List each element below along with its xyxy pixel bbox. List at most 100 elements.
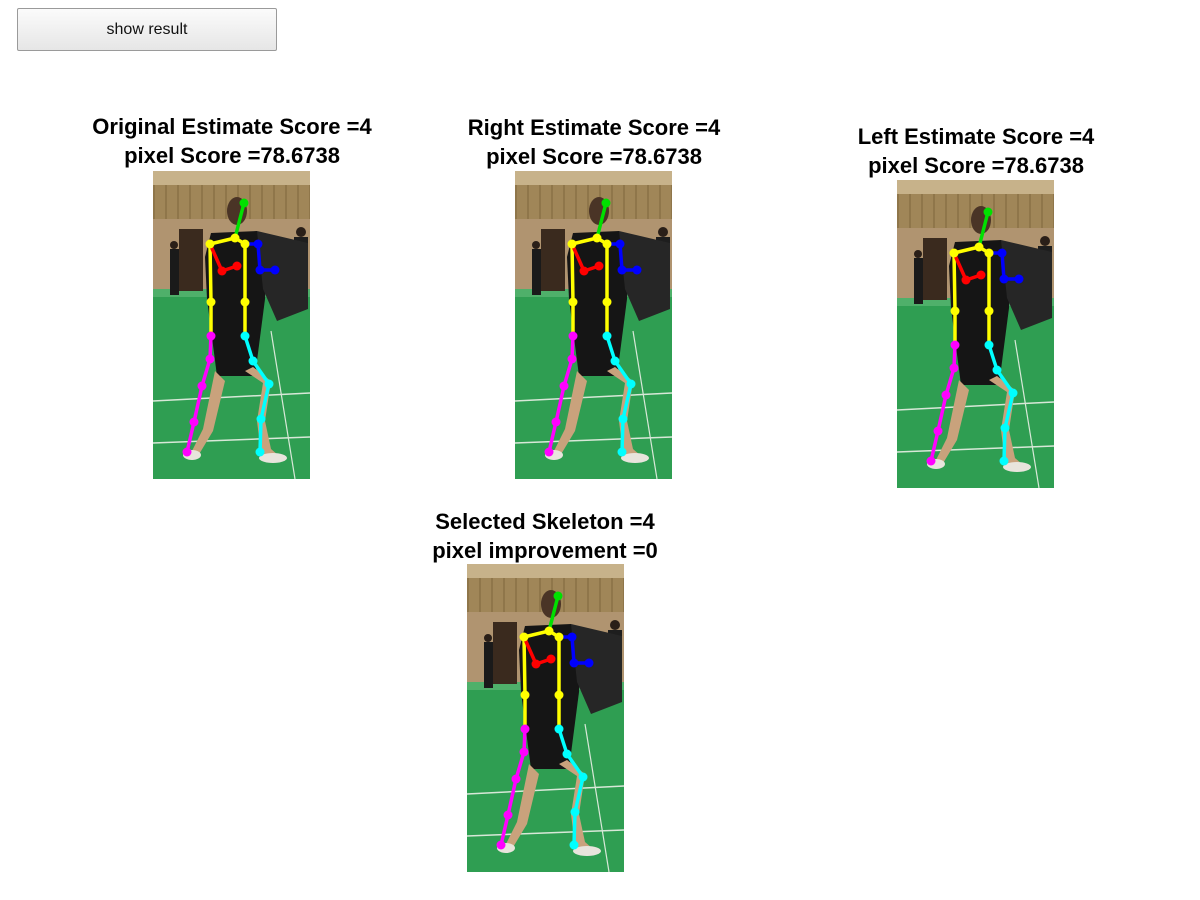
left-estimate-image bbox=[897, 180, 1054, 488]
skeleton-joint bbox=[248, 356, 258, 366]
skeleton-bone bbox=[562, 357, 574, 388]
skeleton-bone bbox=[251, 359, 271, 386]
skeleton-bone bbox=[613, 359, 633, 386]
skeleton-joint bbox=[999, 274, 1009, 284]
skeleton-bone bbox=[547, 420, 558, 454]
skeleton-bone bbox=[995, 368, 1015, 395]
skeleton-joint bbox=[562, 749, 572, 759]
skeleton-bone bbox=[570, 242, 575, 304]
skeleton-joint bbox=[632, 265, 642, 275]
skeleton-bone bbox=[514, 750, 526, 781]
skeleton-bone bbox=[952, 251, 957, 313]
skeleton-joint bbox=[239, 198, 249, 208]
skeleton-joint bbox=[950, 340, 960, 350]
skeleton-joint bbox=[503, 810, 513, 820]
skeleton-joint bbox=[1008, 388, 1018, 398]
skeleton-joint bbox=[568, 297, 578, 307]
skeleton-joint bbox=[984, 340, 994, 350]
skeleton-joint bbox=[546, 654, 556, 664]
skeleton-joint bbox=[217, 266, 227, 276]
skeleton-joint bbox=[1014, 274, 1024, 284]
skeleton-joint bbox=[554, 690, 564, 700]
skeleton-joint bbox=[569, 840, 579, 850]
skeleton-joint bbox=[206, 297, 216, 307]
skeleton-joint bbox=[240, 297, 250, 307]
right-pixel-score: pixel Score =78.6738 bbox=[486, 144, 702, 169]
skeleton-joint bbox=[570, 807, 580, 817]
skeleton-joint bbox=[264, 379, 274, 389]
skeleton-bone bbox=[522, 635, 527, 697]
skeleton-joint bbox=[240, 239, 250, 249]
skeleton-bone bbox=[258, 417, 263, 454]
selected-skeleton-image bbox=[467, 564, 624, 872]
selected-skeleton-score: Selected Skeleton =4 bbox=[435, 509, 655, 534]
original-estimate-title: Original Estimate Score =4 pixel Score =… bbox=[22, 112, 442, 170]
skeleton-joint bbox=[961, 275, 971, 285]
skeleton-joint bbox=[520, 690, 530, 700]
skeleton-joint bbox=[255, 265, 265, 275]
skeleton-joint bbox=[253, 239, 263, 249]
skeleton-joint bbox=[568, 331, 578, 341]
skeleton-overlay bbox=[153, 171, 310, 479]
skeleton-joint bbox=[602, 239, 612, 249]
skeleton-joint bbox=[949, 248, 959, 258]
skeleton-joint bbox=[949, 363, 959, 373]
skeleton-joint bbox=[205, 354, 215, 364]
skeleton-bone bbox=[208, 242, 224, 273]
skeleton-bone bbox=[506, 777, 518, 817]
skeleton-overlay bbox=[515, 171, 672, 479]
skeleton-joint bbox=[544, 447, 554, 457]
skeleton-joint bbox=[984, 248, 994, 258]
skeleton-joint bbox=[602, 331, 612, 341]
skeleton-joint bbox=[594, 261, 604, 271]
skeleton-joint bbox=[610, 356, 620, 366]
skeleton-joint bbox=[520, 724, 530, 734]
skeleton-joint bbox=[496, 840, 506, 850]
show-result-button[interactable]: show result bbox=[17, 8, 277, 51]
skeleton-joint bbox=[950, 306, 960, 316]
skeleton-bone bbox=[570, 242, 586, 273]
skeleton-joint bbox=[941, 390, 951, 400]
skeleton-joint bbox=[976, 270, 986, 280]
skeleton-joint bbox=[256, 414, 266, 424]
skeleton-joint bbox=[230, 233, 240, 243]
original-estimate-score: Original Estimate Score =4 bbox=[92, 114, 372, 139]
skeleton-bone bbox=[499, 813, 510, 847]
skeleton-joint bbox=[519, 632, 529, 642]
skeleton-bone bbox=[259, 382, 271, 421]
skeleton-joint bbox=[579, 266, 589, 276]
skeleton-joint bbox=[933, 426, 943, 436]
skeleton-joint bbox=[567, 632, 577, 642]
skeleton-bone bbox=[208, 242, 213, 304]
pose-skeleton bbox=[926, 207, 1024, 466]
skeleton-joint bbox=[544, 626, 554, 636]
right-estimate-image bbox=[515, 171, 672, 479]
original-estimate-image bbox=[153, 171, 310, 479]
selected-pixel-improvement: pixel improvement =0 bbox=[432, 538, 658, 563]
skeleton-joint bbox=[926, 456, 936, 466]
skeleton-joint bbox=[554, 632, 564, 642]
skeleton-joint bbox=[984, 306, 994, 316]
skeleton-bone bbox=[554, 384, 566, 424]
skeleton-bone bbox=[944, 366, 956, 397]
skeleton-bone bbox=[936, 393, 948, 433]
skeleton-joint bbox=[617, 265, 627, 275]
skeleton-joint bbox=[553, 591, 563, 601]
skeleton-joint bbox=[626, 379, 636, 389]
skeleton-joint bbox=[559, 381, 569, 391]
skeleton-joint bbox=[554, 724, 564, 734]
skeleton-bone bbox=[620, 417, 625, 454]
skeleton-joint bbox=[569, 658, 579, 668]
skeleton-joint bbox=[197, 381, 207, 391]
skeleton-joint bbox=[618, 414, 628, 424]
skeleton-bone bbox=[522, 635, 538, 666]
skeleton-bone bbox=[1002, 426, 1007, 463]
skeleton-joint bbox=[240, 331, 250, 341]
skeleton-overlay bbox=[467, 564, 624, 872]
skeleton-joint bbox=[189, 417, 199, 427]
right-estimate-score: Right Estimate Score =4 bbox=[467, 115, 721, 140]
pose-skeleton bbox=[182, 198, 280, 457]
skeleton-joint bbox=[567, 354, 577, 364]
pose-skeleton bbox=[496, 591, 594, 850]
